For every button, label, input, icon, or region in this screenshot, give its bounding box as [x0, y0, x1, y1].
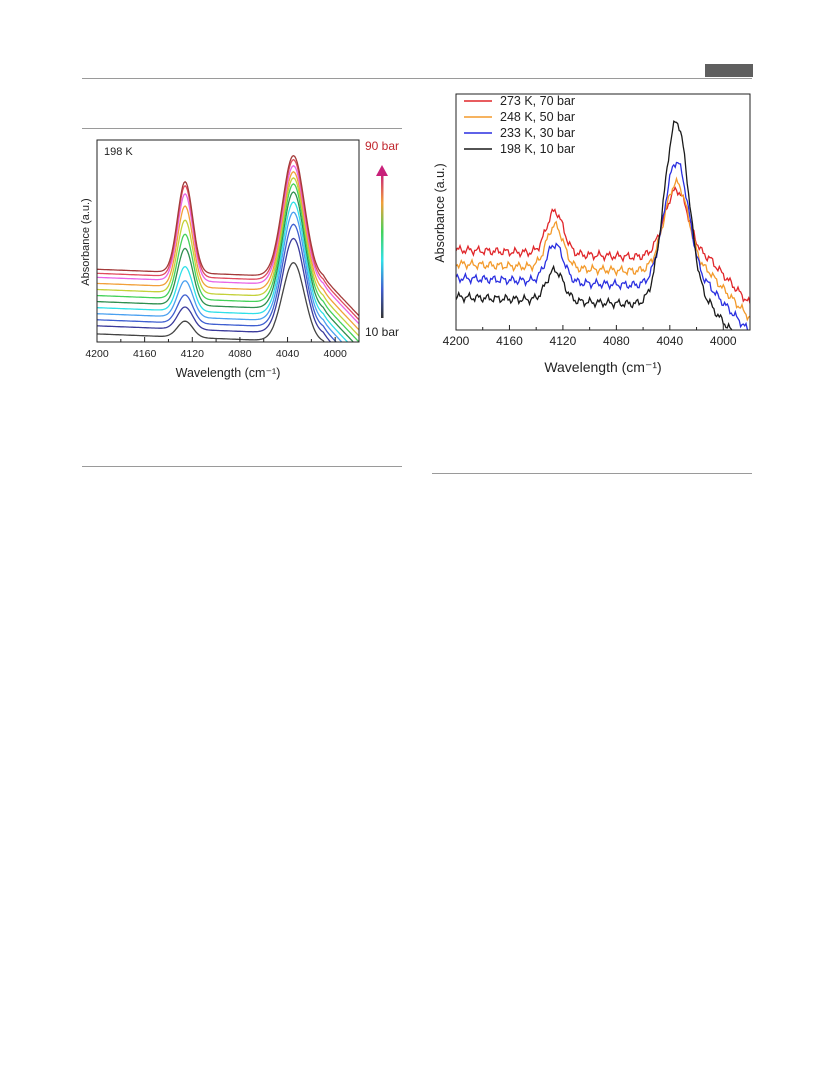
- legend: 273 K, 70 bar 248 K, 50 bar 233 K, 30 bar 1…: [464, 94, 575, 156]
- x-tick-label-5: 4000: [710, 334, 737, 348]
- series-line-3: [97, 211, 343, 342]
- annotation-198k: 198 K: [104, 146, 133, 158]
- chart-left: 4200 4160 4120 4080 4040 4000 198 K Wavelengt…: [80, 139, 399, 380]
- x-tick-label-3: 4080: [603, 334, 630, 348]
- x-tick-label-3: 4080: [228, 348, 252, 360]
- figure-b-bottom-rule: [432, 473, 752, 474]
- series-line-9: [97, 165, 359, 325]
- plot-frame-left: [96, 139, 360, 343]
- legend-label-2: 233 K, 30 bar: [500, 126, 575, 140]
- y-axis-label-left: Absorbance (a.u.): [80, 198, 92, 285]
- plot-area-right: [456, 120, 750, 330]
- series-line-5: [97, 191, 355, 342]
- plot-frame-right: [455, 93, 751, 331]
- series-line-7: [97, 177, 359, 337]
- series-line-11: [97, 154, 359, 317]
- x-tick-label-0: 4200: [85, 348, 109, 360]
- y-axis-label-right: Absorbance (a.u.): [433, 163, 447, 262]
- series-line-10: [97, 158, 359, 321]
- colorbar-bottom-label: 10 bar: [365, 325, 399, 339]
- x-tick-label-2: 4120: [181, 348, 205, 360]
- series-line-8: [97, 171, 359, 331]
- pressure-colorbar: [381, 174, 384, 318]
- x-tick-label-4: 4040: [656, 334, 683, 348]
- series-line-6: [97, 183, 359, 342]
- header-tab: [705, 64, 753, 77]
- series-line-0: [456, 186, 750, 304]
- figure-a-bottom-rule: [82, 466, 402, 467]
- x-tick-label-5: 4000: [324, 348, 348, 360]
- arrow-up-icon: [376, 165, 388, 176]
- chart-right: 4200 4160 4120 4080 4040 4000 273 K, 70 bar 24…: [433, 93, 751, 375]
- x-axis-label-left: Wavelength (cm⁻¹): [176, 366, 281, 380]
- series-line-1: [456, 176, 750, 322]
- series-line-4: [97, 201, 349, 342]
- x-tick-label-4: 4040: [276, 348, 300, 360]
- series-line-2: [456, 161, 749, 330]
- x-axis-label-right: Wavelength (cm⁻¹): [544, 359, 661, 375]
- x-tick-label-1: 4160: [133, 348, 157, 360]
- legend-label-3: 198 K, 10 bar: [500, 142, 575, 156]
- legend-label-0: 273 K, 70 bar: [500, 94, 575, 108]
- series-line-2: [97, 223, 338, 342]
- series-line-3: [456, 120, 733, 330]
- series-line-1: [97, 237, 332, 342]
- legend-label-1: 248 K, 50 bar: [500, 110, 575, 124]
- x-tick-label-1: 4160: [496, 334, 523, 348]
- header-rule: [82, 78, 752, 79]
- x-tick-label-0: 4200: [443, 334, 470, 348]
- figure-a-top-rule: [82, 128, 402, 129]
- colorbar-top-label: 90 bar: [365, 139, 399, 153]
- plot-area-left: [97, 154, 359, 342]
- x-tick-label-2: 4120: [550, 334, 577, 348]
- series-line-0: [97, 262, 325, 342]
